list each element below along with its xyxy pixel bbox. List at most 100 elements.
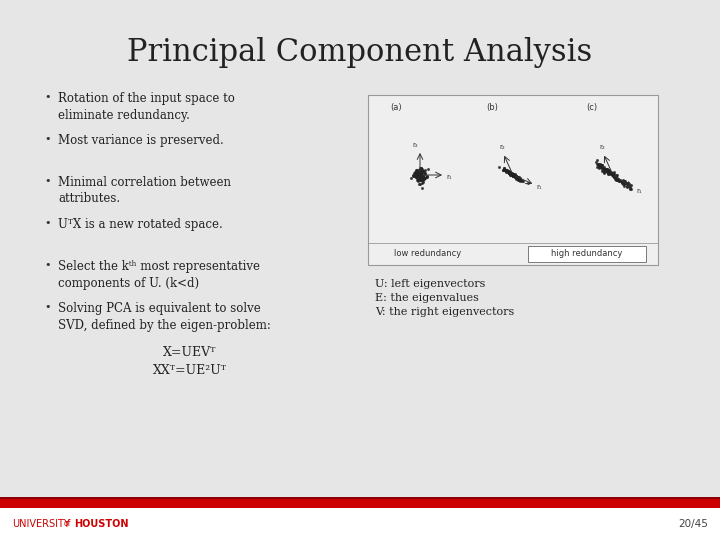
Point — [611, 173, 622, 181]
Point — [418, 172, 429, 180]
Point — [608, 172, 620, 181]
Point — [608, 173, 620, 182]
Point — [514, 174, 526, 183]
Point — [603, 170, 615, 179]
Point — [413, 172, 425, 180]
Text: Select the kᵗʰ most representative
components of U. (k<d): Select the kᵗʰ most representative compo… — [58, 260, 260, 289]
Point — [410, 167, 421, 176]
Point — [507, 171, 518, 179]
Point — [502, 167, 513, 176]
Point — [598, 162, 610, 171]
Point — [413, 173, 425, 182]
Point — [509, 172, 521, 181]
Point — [503, 168, 515, 177]
Point — [410, 172, 422, 180]
Point — [416, 176, 428, 185]
Point — [510, 172, 521, 180]
Point — [602, 166, 613, 174]
Point — [415, 164, 426, 173]
Point — [409, 171, 420, 180]
Point — [593, 160, 605, 169]
Point — [501, 167, 513, 176]
Text: X=UEVᵀ: X=UEVᵀ — [163, 346, 217, 359]
Point — [623, 181, 634, 190]
Point — [502, 167, 513, 176]
Point — [415, 172, 427, 180]
Point — [412, 173, 423, 181]
Point — [505, 170, 516, 179]
Point — [417, 165, 428, 174]
Point — [413, 180, 425, 189]
Point — [504, 170, 516, 178]
Point — [415, 170, 426, 178]
Point — [418, 173, 430, 182]
Point — [508, 170, 519, 179]
Text: •: • — [45, 260, 51, 270]
Point — [405, 173, 417, 182]
Point — [625, 181, 636, 190]
Point — [506, 171, 518, 179]
Point — [498, 165, 509, 174]
Point — [510, 172, 522, 181]
Point — [507, 172, 518, 180]
Point — [613, 175, 624, 184]
Point — [414, 167, 426, 176]
Point — [508, 171, 520, 180]
Point — [592, 156, 603, 164]
Point — [510, 173, 522, 181]
Point — [612, 176, 624, 184]
Point — [414, 170, 426, 179]
Point — [502, 167, 513, 176]
Point — [417, 166, 428, 175]
Point — [413, 171, 424, 180]
Point — [417, 167, 428, 176]
Point — [596, 160, 608, 169]
Point — [603, 168, 614, 177]
Point — [507, 170, 518, 179]
Text: •: • — [45, 176, 51, 186]
Point — [608, 169, 619, 178]
Point — [415, 173, 427, 182]
Point — [504, 168, 516, 177]
Point — [619, 176, 631, 185]
Point — [603, 167, 615, 176]
Point — [610, 174, 621, 183]
Point — [420, 172, 432, 181]
Point — [508, 170, 519, 179]
Point — [610, 171, 621, 179]
Point — [511, 173, 523, 181]
Text: r₂: r₂ — [499, 144, 505, 150]
Point — [510, 174, 521, 183]
Point — [503, 168, 515, 177]
Point — [597, 165, 608, 173]
Point — [602, 168, 613, 177]
Point — [410, 172, 422, 180]
Point — [415, 170, 427, 178]
Point — [591, 159, 603, 168]
Point — [498, 164, 509, 173]
Point — [414, 174, 426, 183]
Point — [409, 171, 420, 180]
Point — [410, 172, 422, 181]
Point — [508, 172, 520, 180]
Point — [413, 173, 425, 182]
Point — [601, 166, 613, 175]
Point — [411, 170, 423, 178]
Point — [511, 174, 523, 183]
Point — [416, 172, 428, 181]
Point — [595, 163, 607, 171]
Point — [500, 166, 511, 174]
Point — [596, 166, 608, 175]
Point — [611, 171, 623, 179]
Point — [499, 166, 510, 175]
Point — [618, 181, 630, 190]
Text: •: • — [45, 302, 51, 312]
Point — [504, 170, 516, 179]
Point — [413, 166, 424, 174]
Point — [616, 177, 627, 185]
Point — [508, 171, 519, 179]
Point — [598, 164, 610, 173]
Point — [605, 169, 616, 178]
Point — [410, 169, 421, 178]
Point — [595, 165, 607, 173]
